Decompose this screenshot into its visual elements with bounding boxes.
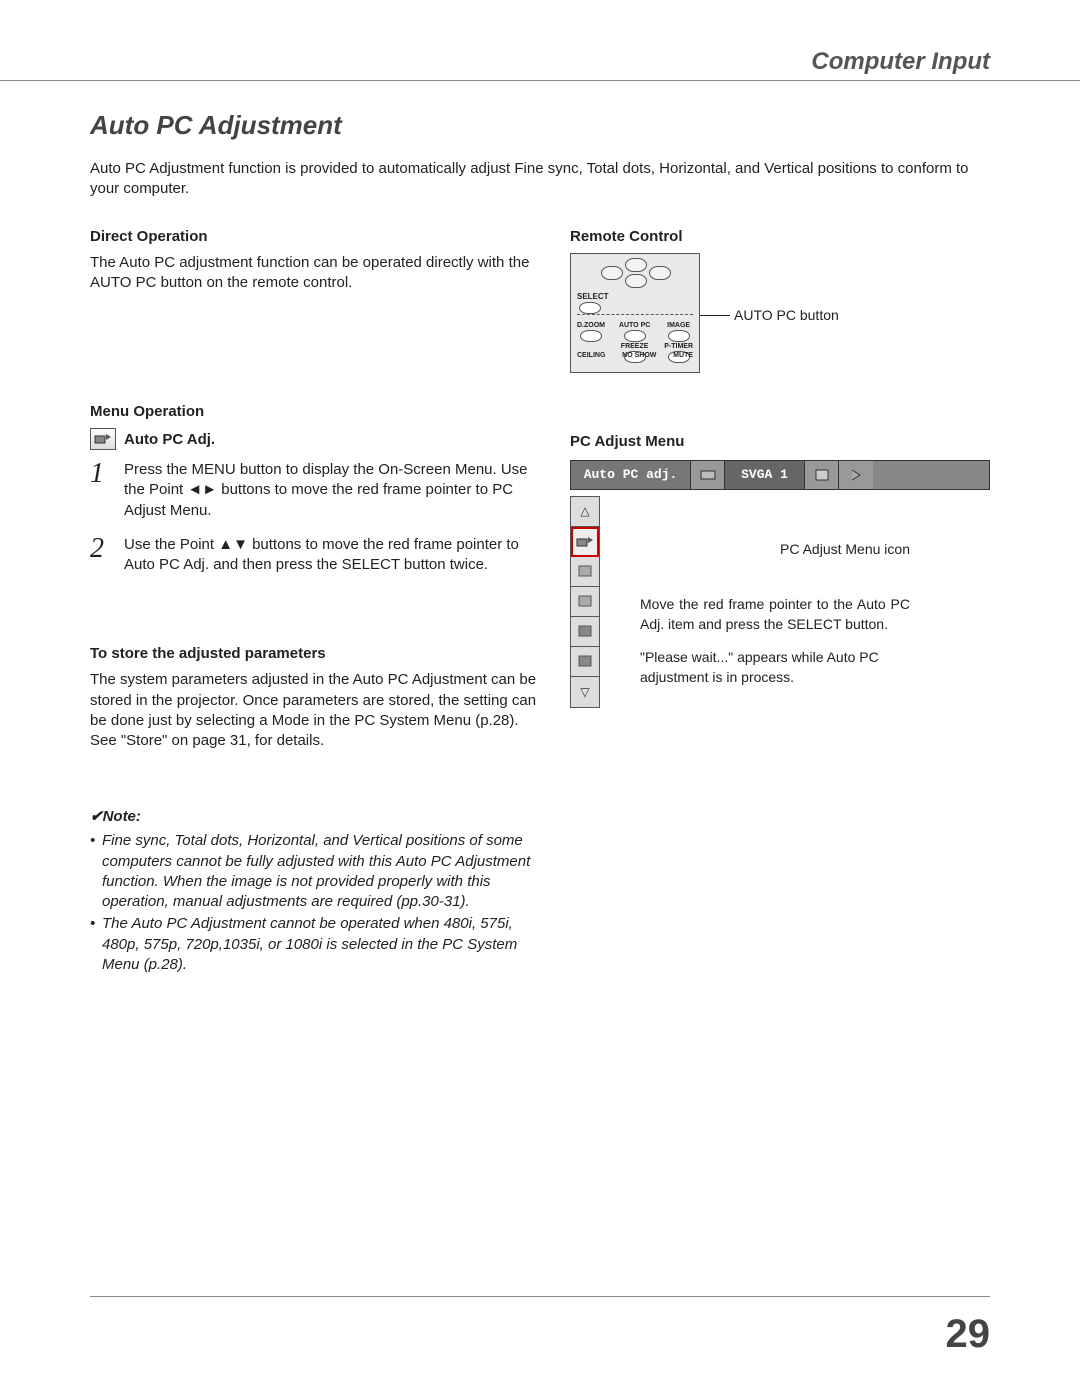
pcmenu-item-autopc bbox=[571, 527, 599, 557]
step-1: 1 Press the MENU button to display the O… bbox=[90, 460, 540, 521]
pcmenu-callouts: PC Adjust Menu icon Move the red frame p… bbox=[640, 540, 910, 688]
step-2-text: Use the Point ▲▼ buttons to move the red… bbox=[124, 535, 540, 576]
right-column: Remote Control SELECT D.ZOOM AUTO PC FREE… bbox=[570, 228, 990, 978]
direct-heading: Direct Operation bbox=[90, 228, 540, 245]
pcmenu-callout-wait: "Please wait..." appears while Auto PC a… bbox=[640, 648, 910, 687]
pcmenu-item-2 bbox=[571, 587, 599, 617]
remote-ceiling-label: CEILING bbox=[577, 352, 605, 359]
remote-illustration: SELECT D.ZOOM AUTO PC FREEZE IMAGE P-TIMER… bbox=[570, 253, 990, 373]
page-number: 29 bbox=[946, 1312, 991, 1357]
pcmenu-item-down: ▽ bbox=[571, 677, 599, 707]
pcmenu-callout-icon: PC Adjust Menu icon bbox=[640, 540, 910, 560]
remote-select-button bbox=[579, 302, 601, 314]
pcmenu-bar-icon1 bbox=[691, 461, 725, 489]
pcmenu-item-3 bbox=[571, 617, 599, 647]
remote-autopc-label: AUTO PC bbox=[619, 322, 650, 329]
remote-noshow-label: NO SHOW bbox=[622, 352, 656, 359]
note-heading: ✔Note: bbox=[90, 807, 540, 825]
auto-pc-icon bbox=[90, 428, 116, 450]
step-1-num: 1 bbox=[90, 460, 110, 521]
pcmenu-bar-icon3 bbox=[839, 461, 873, 489]
pcmenu-bar-mode: SVGA 1 bbox=[725, 461, 805, 489]
store-text: The system parameters adjusted in the Au… bbox=[90, 670, 540, 751]
remote-body: SELECT D.ZOOM AUTO PC FREEZE IMAGE P-TIMER… bbox=[570, 253, 700, 373]
step-2: 2 Use the Point ▲▼ buttons to move the r… bbox=[90, 535, 540, 576]
intro-text: Auto PC Adjustment function is provided … bbox=[90, 159, 990, 200]
remote-image-button bbox=[668, 330, 690, 342]
page-content: Auto PC Adjustment Auto PC Adjustment fu… bbox=[90, 110, 990, 977]
pcmenu-illustration: Auto PC adj. SVGA 1 △ ▽ bbox=[570, 460, 990, 708]
remote-select-label: SELECT bbox=[577, 292, 609, 301]
menu-heading: Menu Operation bbox=[90, 403, 540, 420]
remote-mute-label: MUTE bbox=[673, 352, 693, 359]
footer-rule bbox=[90, 1296, 990, 1297]
remote-heading: Remote Control bbox=[570, 228, 990, 245]
pcmenu-item-4 bbox=[571, 647, 599, 677]
step-1-text: Press the MENU button to display the On-… bbox=[124, 460, 540, 521]
left-column: Direct Operation The Auto PC adjustment … bbox=[90, 228, 540, 978]
pcmenu-item-up: △ bbox=[571, 497, 599, 527]
menu-sub: Auto PC Adj. bbox=[124, 431, 215, 448]
pcmenu-item-1 bbox=[571, 557, 599, 587]
pcmenu-bar-icon2 bbox=[805, 461, 839, 489]
pcmenu-callout-main: Move the red frame pointer to the Auto P… bbox=[640, 595, 910, 634]
note-list: Fine sync, Total dots, Horizontal, and V… bbox=[90, 831, 540, 975]
remote-autopc-button bbox=[624, 330, 646, 342]
chapter-title: Computer Input bbox=[811, 48, 990, 76]
note-item-2: The Auto PC Adjustment cannot be operate… bbox=[102, 914, 540, 975]
remote-freeze-label: FREEZE bbox=[619, 343, 650, 350]
remote-dzoom-button bbox=[580, 330, 602, 342]
pcmenu-sidebar: △ ▽ bbox=[570, 496, 600, 708]
remote-dzoom-label: D.ZOOM bbox=[577, 322, 605, 329]
pcmenu-bar: Auto PC adj. SVGA 1 bbox=[570, 460, 990, 490]
step-2-num: 2 bbox=[90, 535, 110, 576]
note-item-1: Fine sync, Total dots, Horizontal, and V… bbox=[102, 831, 540, 912]
store-heading: To store the adjusted parameters bbox=[90, 645, 540, 662]
pcmenu-bar-label: Auto PC adj. bbox=[571, 461, 691, 489]
header-rule bbox=[0, 80, 1080, 81]
remote-callout-line bbox=[700, 315, 730, 316]
section-title: Auto PC Adjustment bbox=[90, 110, 990, 141]
remote-ptimer-label: P-TIMER bbox=[664, 343, 693, 350]
direct-text: The Auto PC adjustment function can be o… bbox=[90, 253, 540, 294]
remote-callout-text: AUTO PC button bbox=[734, 307, 839, 323]
remote-image-label: IMAGE bbox=[664, 322, 693, 329]
pcmenu-heading: PC Adjust Menu bbox=[570, 433, 990, 450]
